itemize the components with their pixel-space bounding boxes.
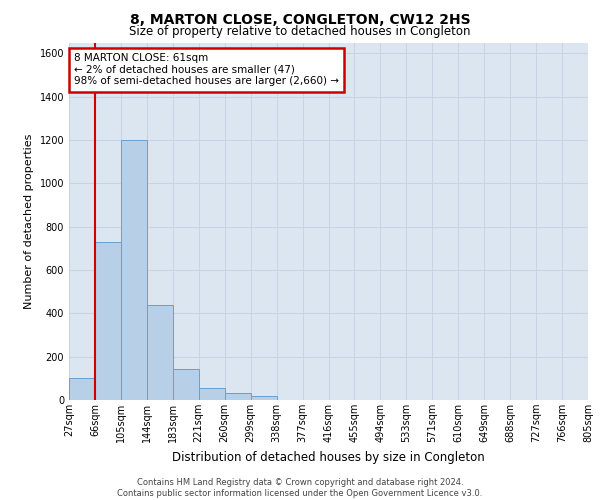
Text: 8 MARTON CLOSE: 61sqm
← 2% of detached houses are smaller (47)
98% of semi-detac: 8 MARTON CLOSE: 61sqm ← 2% of detached h… [74, 53, 339, 86]
Bar [69, 378, 95, 400]
Bar [147, 304, 173, 400]
Y-axis label: Number of detached properties: Number of detached properties [24, 134, 34, 309]
Bar [95, 242, 121, 400]
Bar [173, 368, 199, 400]
Bar [199, 388, 224, 400]
Bar [225, 393, 251, 400]
Bar [251, 396, 277, 400]
X-axis label: Distribution of detached houses by size in Congleton: Distribution of detached houses by size … [172, 450, 485, 464]
Text: Contains HM Land Registry data © Crown copyright and database right 2024.
Contai: Contains HM Land Registry data © Crown c… [118, 478, 482, 498]
Bar [121, 140, 147, 400]
Text: 8, MARTON CLOSE, CONGLETON, CW12 2HS: 8, MARTON CLOSE, CONGLETON, CW12 2HS [130, 12, 470, 26]
Text: Size of property relative to detached houses in Congleton: Size of property relative to detached ho… [129, 25, 471, 38]
